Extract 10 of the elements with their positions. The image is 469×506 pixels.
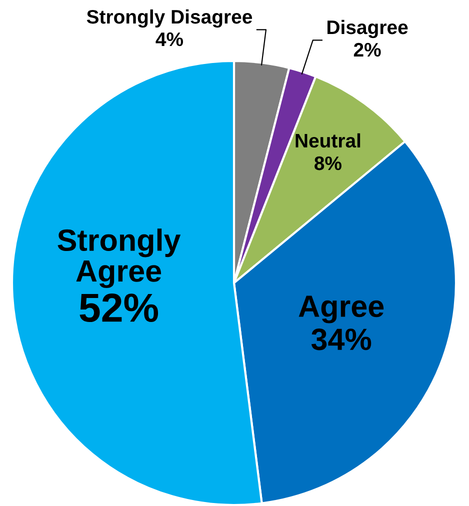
slice-label: Disagree — [328, 20, 408, 38]
data-label: 34% — [311, 328, 372, 350]
slice-label: Neutral — [296, 133, 360, 148]
data-label: 52% — [80, 294, 158, 322]
slice-label: Strongly Agree — [58, 228, 181, 288]
data-label: 2% — [354, 42, 381, 57]
data-label: 4% — [156, 32, 184, 46]
slice-label: Agree — [298, 296, 384, 324]
slice-label: Strongly Disagree — [86, 9, 252, 28]
data-label: 8% — [314, 156, 342, 170]
